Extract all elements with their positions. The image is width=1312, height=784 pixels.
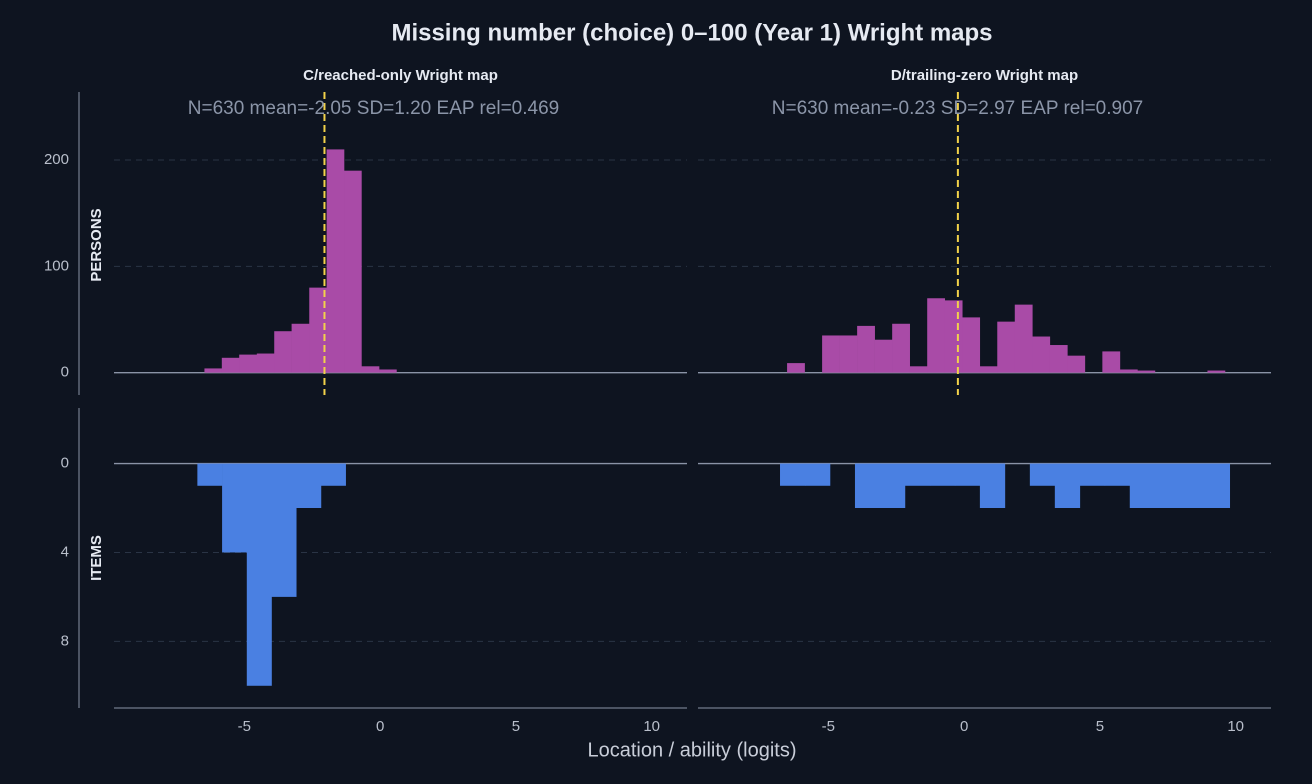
x-tick-label: 10: [1227, 718, 1244, 735]
histogram-bar: [929, 463, 956, 486]
histogram-bar: [291, 323, 310, 373]
histogram-bar: [904, 463, 931, 486]
x-tick-label: 0: [376, 718, 384, 735]
histogram-bar: [1014, 304, 1033, 373]
histogram-bar: [1137, 370, 1156, 373]
x-axis-label: Location / ability (logits): [588, 739, 797, 761]
histogram-bar: [962, 317, 981, 373]
histogram-bar: [997, 321, 1016, 373]
histogram-bar: [979, 366, 998, 373]
histogram-bar: [787, 363, 805, 373]
row-label: PERSONS: [88, 208, 105, 281]
histogram-bar: [1067, 355, 1086, 373]
histogram-bar: [1079, 463, 1106, 486]
histogram-bar: [927, 298, 946, 373]
histogram-bar: [309, 287, 327, 373]
histogram-bar: [296, 463, 322, 508]
y-tick-label: 0: [61, 364, 69, 381]
x-tick-label: 10: [643, 718, 660, 735]
histogram-bar: [892, 323, 910, 373]
x-tick-label: -5: [822, 718, 835, 735]
histogram-bar: [854, 463, 881, 508]
histogram-bar: [361, 366, 380, 373]
panel-annotation: N=630 mean=-0.23 SD=2.97 EAP rel=0.907: [772, 98, 1143, 119]
histogram-bar: [320, 463, 346, 486]
histogram-bar: [1179, 463, 1206, 508]
chart-title: Missing number (choice) 0–100 (Year 1) W…: [391, 19, 992, 46]
histogram-bar: [344, 170, 362, 373]
x-tick-label: 5: [512, 718, 520, 735]
histogram-bar: [197, 463, 223, 486]
histogram-bar: [1207, 370, 1226, 373]
histogram-bar: [204, 368, 223, 373]
x-tick-label: -5: [238, 718, 251, 735]
histogram-bar: [839, 335, 858, 373]
histogram-bar: [804, 463, 831, 486]
histogram-bar: [326, 149, 345, 373]
histogram-bar: [879, 463, 906, 508]
histogram-bar: [954, 463, 981, 486]
histogram-bar: [271, 463, 297, 597]
histogram-bar: [239, 354, 258, 373]
x-tick-label: 0: [960, 718, 968, 735]
panel-annotation: N=630 mean=-2.05 SD=1.20 EAP rel=0.469: [188, 98, 559, 119]
panel-title: C/reached-only Wright map: [303, 67, 498, 84]
histogram-bar: [1102, 351, 1121, 373]
histogram-bar: [874, 339, 893, 373]
histogram-bar: [944, 300, 963, 373]
histogram-bar: [274, 331, 292, 373]
histogram-bar: [1204, 463, 1231, 508]
histogram-bar: [379, 369, 397, 373]
histogram-bar: [822, 335, 840, 373]
histogram-bar: [979, 463, 1006, 508]
x-tick-label: 5: [1096, 718, 1104, 735]
histogram-bar: [246, 463, 272, 686]
histogram-bar: [222, 463, 248, 553]
histogram-bar: [1054, 463, 1081, 508]
y-tick-label: 0: [61, 455, 69, 472]
histogram-bar: [1029, 463, 1056, 486]
y-tick-label: 8: [61, 632, 69, 649]
y-tick-label: 200: [44, 151, 69, 168]
panel-title: D/trailing-zero Wright map: [891, 67, 1078, 84]
y-tick-label: 4: [61, 543, 69, 560]
histogram-bar: [1154, 463, 1181, 508]
y-tick-label: 100: [44, 257, 69, 274]
histogram-bar: [1119, 369, 1138, 373]
histogram-bar: [780, 463, 806, 486]
histogram-bar: [1049, 345, 1068, 373]
histogram-bar: [1129, 463, 1156, 508]
histogram-bar: [1032, 336, 1051, 373]
histogram-bar: [221, 357, 240, 373]
histogram-bar: [909, 366, 928, 373]
histogram-bar: [857, 325, 875, 373]
row-label: ITEMS: [88, 535, 105, 581]
histogram-bar: [256, 353, 275, 373]
histogram-bar: [1104, 463, 1131, 486]
